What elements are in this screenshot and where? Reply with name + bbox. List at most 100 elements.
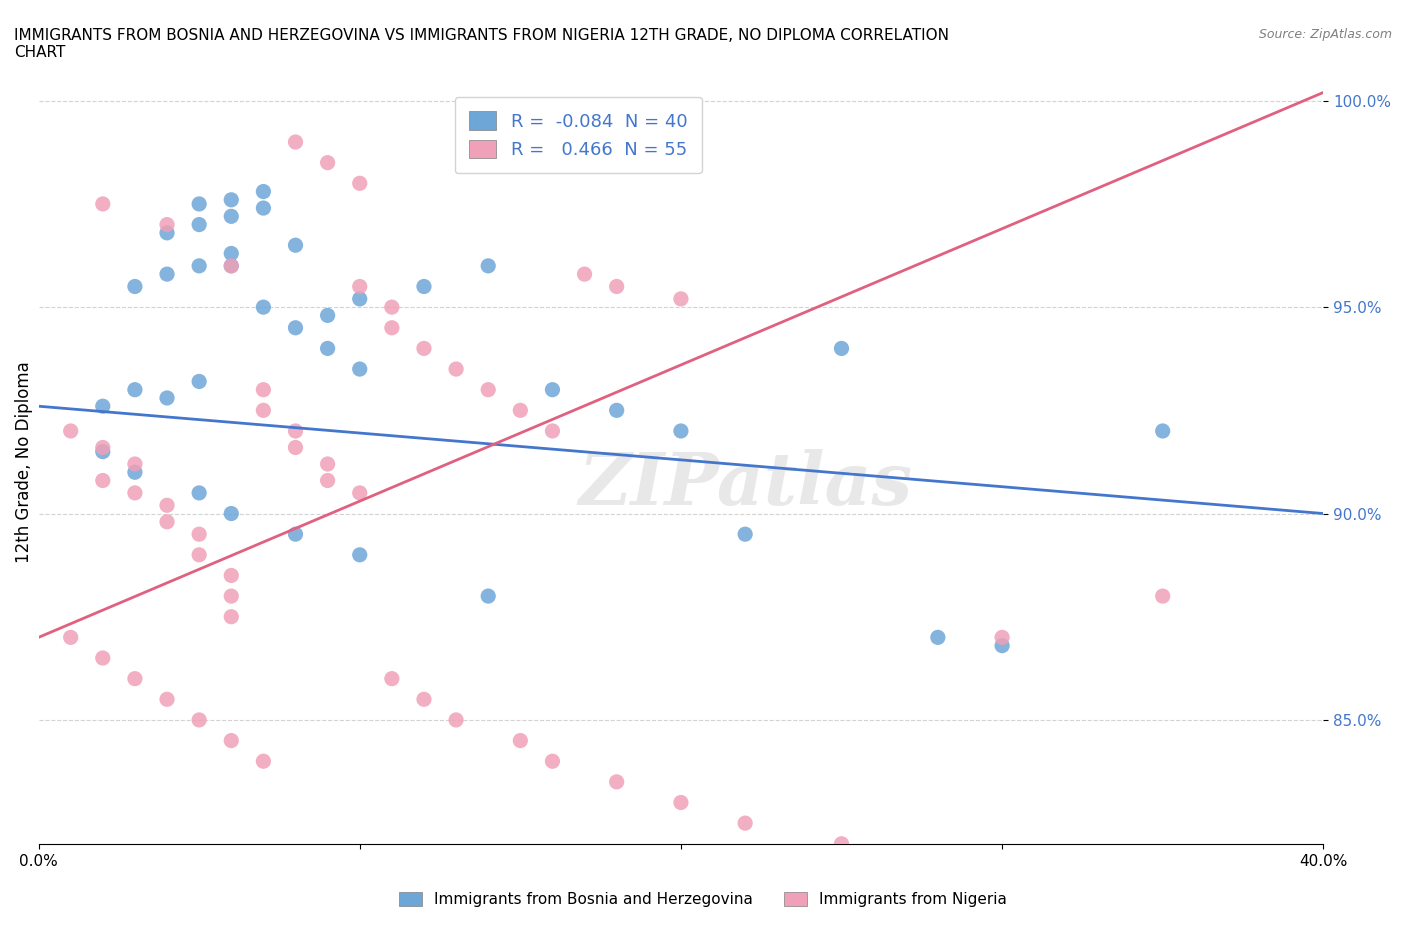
Point — [316, 457, 339, 472]
Point — [284, 320, 307, 335]
Point — [831, 341, 853, 356]
Point — [541, 754, 564, 769]
Point — [91, 445, 114, 459]
Point — [124, 382, 146, 397]
Point — [349, 291, 371, 306]
Text: ZIPatlas: ZIPatlas — [578, 449, 912, 521]
Point — [477, 259, 499, 273]
Point — [734, 816, 756, 830]
Point — [316, 308, 339, 323]
Point — [316, 155, 339, 170]
Point — [91, 651, 114, 666]
Point — [219, 259, 242, 273]
Point — [156, 498, 179, 512]
Point — [413, 692, 436, 707]
Point — [252, 201, 274, 216]
Point — [734, 526, 756, 541]
Point — [219, 506, 242, 521]
Point — [381, 299, 404, 314]
Point — [991, 630, 1014, 644]
Point — [188, 712, 211, 727]
Point — [831, 836, 853, 851]
Point — [59, 630, 82, 644]
Point — [219, 733, 242, 748]
Point — [91, 473, 114, 488]
Point — [156, 225, 179, 240]
Point — [219, 259, 242, 273]
Point — [188, 374, 211, 389]
Point — [156, 391, 179, 405]
Point — [541, 423, 564, 438]
Point — [252, 754, 274, 769]
Point — [349, 485, 371, 500]
Text: IMMIGRANTS FROM BOSNIA AND HERZEGOVINA VS IMMIGRANTS FROM NIGERIA 12TH GRADE, NO: IMMIGRANTS FROM BOSNIA AND HERZEGOVINA V… — [14, 28, 949, 60]
Point — [252, 184, 274, 199]
Point — [188, 485, 211, 500]
Point — [1152, 589, 1174, 604]
Y-axis label: 12th Grade, No Diploma: 12th Grade, No Diploma — [15, 361, 32, 563]
Point — [219, 246, 242, 261]
Point — [252, 299, 274, 314]
Point — [606, 775, 628, 790]
Point — [188, 548, 211, 563]
Point — [124, 279, 146, 294]
Point — [91, 440, 114, 455]
Point — [477, 589, 499, 604]
Point — [219, 609, 242, 624]
Point — [606, 279, 628, 294]
Point — [349, 279, 371, 294]
Point — [156, 514, 179, 529]
Point — [669, 423, 692, 438]
Point — [188, 526, 211, 541]
Point — [219, 193, 242, 207]
Point — [59, 423, 82, 438]
Point — [124, 465, 146, 480]
Point — [91, 196, 114, 211]
Point — [669, 795, 692, 810]
Point — [188, 259, 211, 273]
Point — [444, 362, 467, 377]
Point — [91, 399, 114, 414]
Point — [606, 403, 628, 418]
Point — [541, 382, 564, 397]
Point — [252, 382, 274, 397]
Point — [991, 638, 1014, 653]
Point — [927, 630, 949, 644]
Point — [349, 176, 371, 191]
Point — [413, 279, 436, 294]
Point — [477, 382, 499, 397]
Point — [1152, 423, 1174, 438]
Point — [156, 267, 179, 282]
Point — [188, 196, 211, 211]
Point — [284, 440, 307, 455]
Point — [219, 209, 242, 224]
Point — [574, 267, 596, 282]
Legend: Immigrants from Bosnia and Herzegovina, Immigrants from Nigeria: Immigrants from Bosnia and Herzegovina, … — [394, 885, 1012, 913]
Point — [509, 733, 531, 748]
Point — [284, 526, 307, 541]
Point — [284, 238, 307, 253]
Point — [669, 291, 692, 306]
Point — [284, 423, 307, 438]
Legend: R =  -0.084  N = 40, R =   0.466  N = 55: R = -0.084 N = 40, R = 0.466 N = 55 — [454, 97, 702, 173]
Point — [381, 320, 404, 335]
Point — [381, 671, 404, 686]
Point — [219, 589, 242, 604]
Point — [413, 341, 436, 356]
Point — [124, 671, 146, 686]
Point — [316, 473, 339, 488]
Point — [124, 457, 146, 472]
Point — [316, 341, 339, 356]
Point — [349, 548, 371, 563]
Point — [124, 485, 146, 500]
Point — [156, 217, 179, 232]
Point — [156, 692, 179, 707]
Point — [284, 135, 307, 150]
Point — [349, 362, 371, 377]
Point — [509, 403, 531, 418]
Point — [444, 712, 467, 727]
Text: Source: ZipAtlas.com: Source: ZipAtlas.com — [1258, 28, 1392, 41]
Point — [219, 568, 242, 583]
Point — [252, 403, 274, 418]
Point — [188, 217, 211, 232]
